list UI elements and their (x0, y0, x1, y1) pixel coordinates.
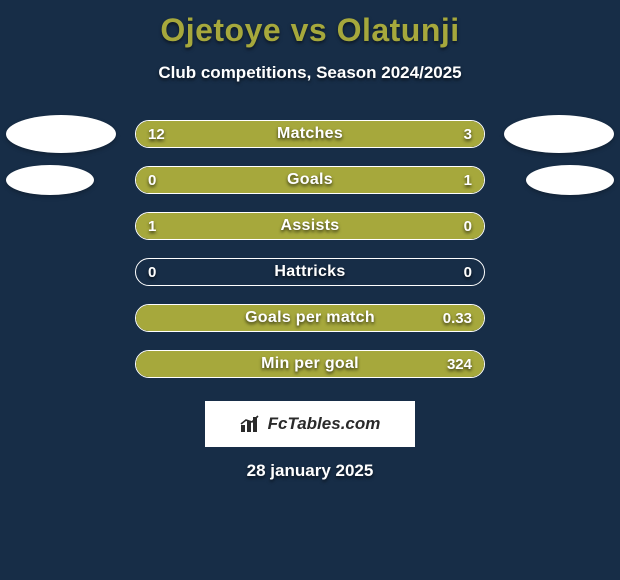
stat-value-right: 0 (464, 213, 472, 239)
stat-row: 0 Goals 1 (0, 157, 620, 203)
stat-bar: Goals per match 0.33 (135, 304, 485, 332)
stat-label: Assists (136, 213, 484, 239)
page-subtitle: Club competitions, Season 2024/2025 (0, 63, 620, 83)
stat-bar: 1 Assists 0 (135, 212, 485, 240)
page-title: Ojetoye vs Olatunji (0, 12, 620, 49)
stat-row: 0 Hattricks 0 (0, 249, 620, 295)
comparison-card: Ojetoye vs Olatunji Club competitions, S… (0, 0, 620, 580)
stat-value-right: 0 (464, 259, 472, 285)
stat-value-right: 1 (464, 167, 472, 193)
watermark-text: FcTables.com (268, 414, 381, 434)
stat-bar: Min per goal 324 (135, 350, 485, 378)
stat-row: 1 Assists 0 (0, 203, 620, 249)
chart-icon (240, 415, 262, 433)
stat-rows: 12 Matches 3 0 Goals 1 1 Assists (0, 111, 620, 387)
stat-label: Matches (136, 121, 484, 147)
stat-bar: 0 Goals 1 (135, 166, 485, 194)
player-right-avatar (526, 165, 614, 195)
date-label: 28 january 2025 (0, 461, 620, 481)
stat-row: 12 Matches 3 (0, 111, 620, 157)
stat-row: Min per goal 324 (0, 341, 620, 387)
stat-value-right: 324 (447, 351, 472, 377)
player-left-avatar (6, 115, 116, 153)
stat-value-right: 0.33 (443, 305, 472, 331)
stat-label: Min per goal (136, 351, 484, 377)
player-right-avatar (504, 115, 614, 153)
player-left-avatar (6, 165, 94, 195)
watermark: FcTables.com (205, 401, 415, 447)
stat-bar: 12 Matches 3 (135, 120, 485, 148)
stat-label: Hattricks (136, 259, 484, 285)
stat-row: Goals per match 0.33 (0, 295, 620, 341)
stat-label: Goals per match (136, 305, 484, 331)
stat-bar: 0 Hattricks 0 (135, 258, 485, 286)
stat-label: Goals (136, 167, 484, 193)
stat-value-right: 3 (464, 121, 472, 147)
